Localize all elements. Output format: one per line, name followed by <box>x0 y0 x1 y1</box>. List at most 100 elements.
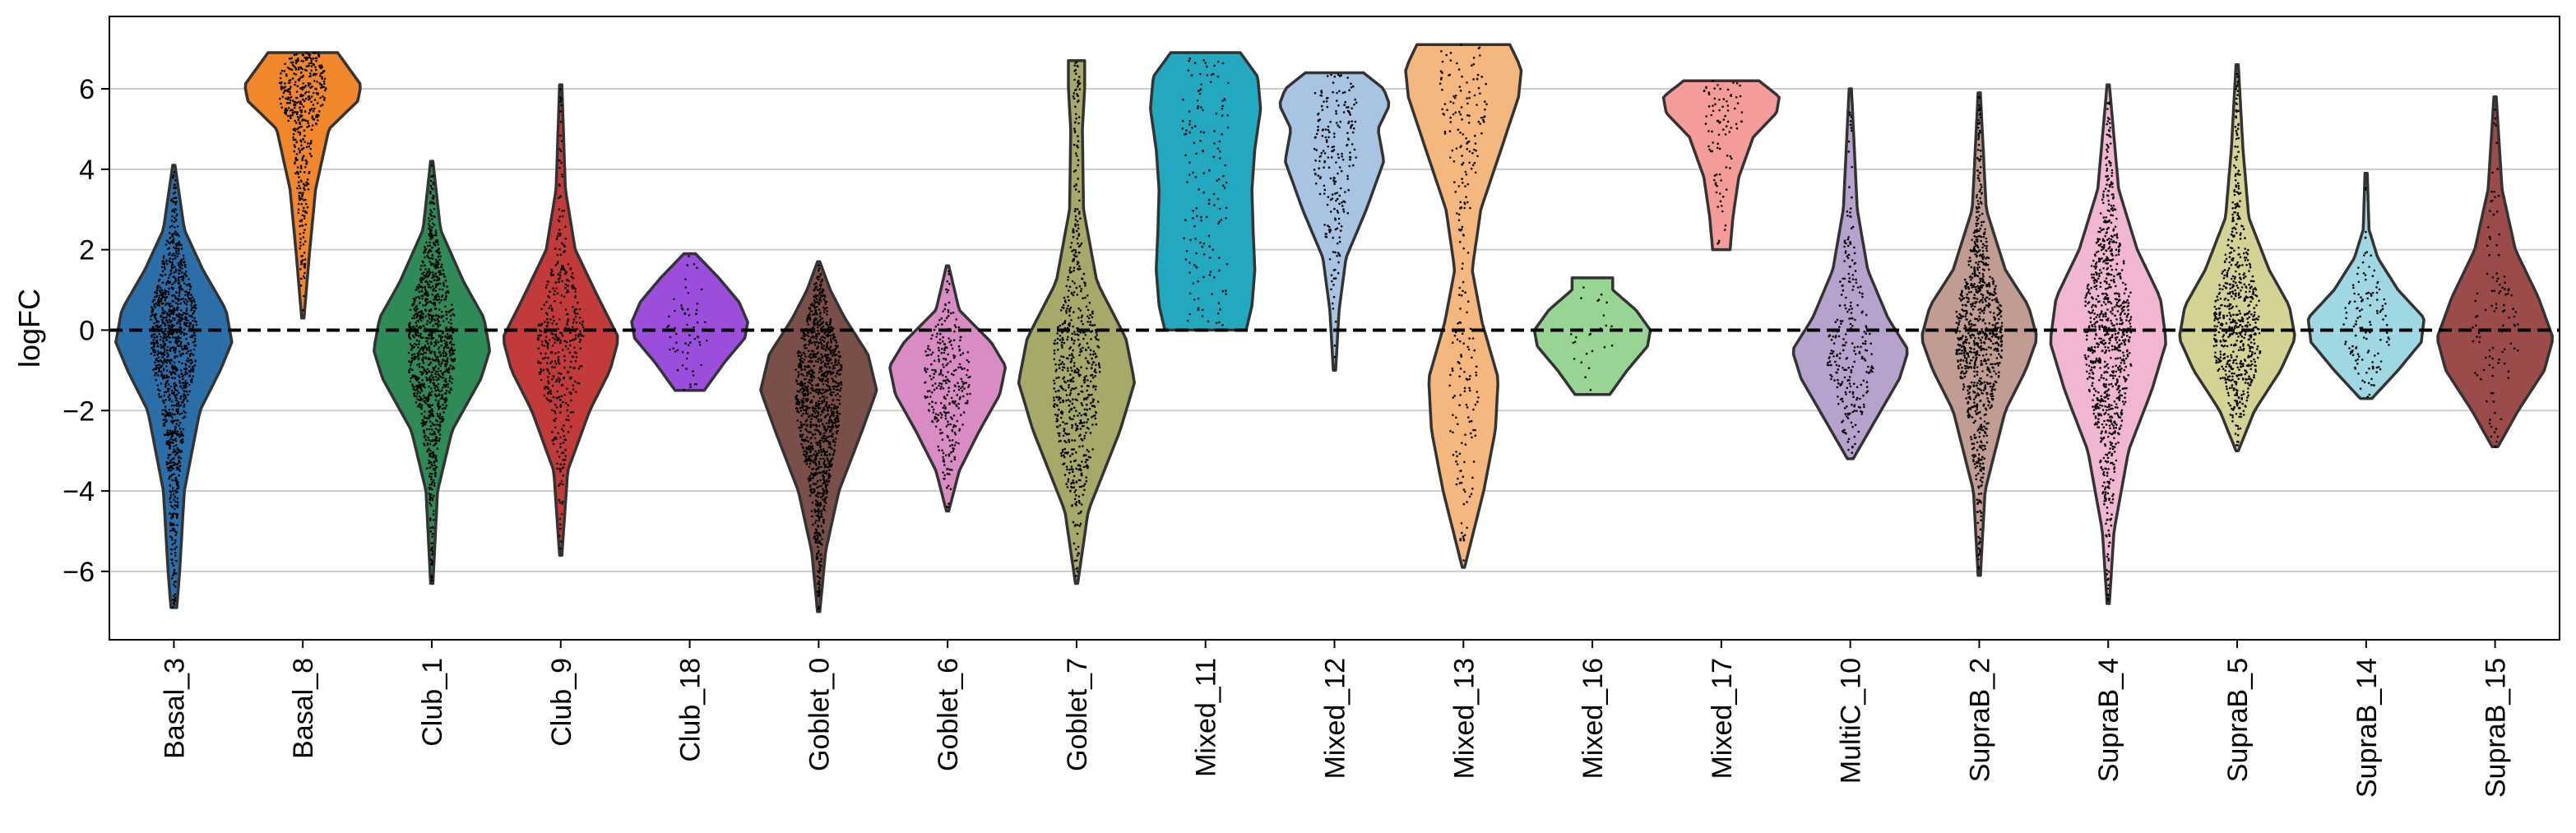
point <box>818 275 821 278</box>
point <box>299 133 302 136</box>
point <box>299 233 302 235</box>
point <box>565 387 568 391</box>
point <box>287 107 290 109</box>
point <box>804 398 808 401</box>
point <box>441 396 443 399</box>
point <box>180 288 183 291</box>
point <box>432 274 434 276</box>
point <box>1065 483 1068 485</box>
point <box>411 374 415 377</box>
point <box>157 352 160 354</box>
point <box>177 248 180 250</box>
point <box>559 442 562 445</box>
point <box>451 303 453 306</box>
point <box>417 390 419 393</box>
point <box>813 390 816 392</box>
point <box>810 370 813 373</box>
point <box>818 389 820 392</box>
point <box>1073 474 1076 478</box>
point <box>560 395 563 398</box>
point <box>169 257 172 260</box>
point <box>429 190 432 193</box>
point <box>544 336 548 338</box>
point <box>947 362 949 365</box>
points-Club_9 <box>536 88 585 550</box>
point <box>431 497 433 499</box>
point <box>563 434 566 437</box>
point <box>1080 320 1083 322</box>
point <box>433 464 436 467</box>
point <box>150 318 152 322</box>
point <box>581 320 584 323</box>
point <box>813 376 816 379</box>
point <box>413 353 416 356</box>
point <box>958 363 961 366</box>
point <box>186 312 189 316</box>
point <box>164 415 166 418</box>
point <box>822 340 826 343</box>
point <box>543 394 546 397</box>
point <box>438 288 441 291</box>
point <box>428 257 431 260</box>
point <box>555 363 558 365</box>
point <box>819 323 822 326</box>
point <box>176 451 179 454</box>
point <box>422 394 425 397</box>
point <box>966 373 968 377</box>
point <box>669 348 671 351</box>
point <box>823 409 826 411</box>
point <box>303 294 305 298</box>
point <box>695 308 698 312</box>
point <box>552 315 554 318</box>
point <box>823 426 827 429</box>
point <box>828 441 832 444</box>
point <box>952 354 955 357</box>
point <box>425 272 429 275</box>
point <box>303 171 306 174</box>
point <box>546 324 549 327</box>
point <box>828 386 832 390</box>
point <box>183 404 186 406</box>
point <box>828 404 831 407</box>
point <box>814 317 818 320</box>
point <box>177 249 180 252</box>
point <box>836 410 839 413</box>
point <box>450 359 453 361</box>
point <box>297 66 300 69</box>
point <box>313 91 315 95</box>
point <box>822 488 825 492</box>
point <box>174 230 177 233</box>
point <box>809 431 813 433</box>
point <box>569 360 572 363</box>
point <box>1095 423 1098 426</box>
point <box>1053 387 1055 390</box>
point <box>945 317 948 319</box>
point <box>294 172 297 175</box>
point <box>931 420 934 423</box>
point <box>167 456 169 460</box>
point <box>437 431 440 433</box>
point <box>303 99 306 103</box>
point <box>945 506 948 508</box>
point <box>952 447 955 451</box>
point <box>429 461 433 464</box>
point <box>550 268 553 271</box>
point <box>813 472 816 475</box>
point <box>173 601 175 604</box>
point <box>174 178 177 182</box>
point <box>431 550 434 553</box>
point <box>1058 363 1060 366</box>
point <box>411 357 415 360</box>
point <box>163 422 165 425</box>
point <box>804 382 807 385</box>
point <box>186 382 188 385</box>
point <box>554 410 556 413</box>
point <box>168 359 171 363</box>
point <box>688 255 690 257</box>
point <box>1074 113 1077 116</box>
point <box>559 96 562 99</box>
point <box>424 274 428 277</box>
point <box>800 414 803 417</box>
point <box>806 458 809 460</box>
point <box>942 363 944 366</box>
